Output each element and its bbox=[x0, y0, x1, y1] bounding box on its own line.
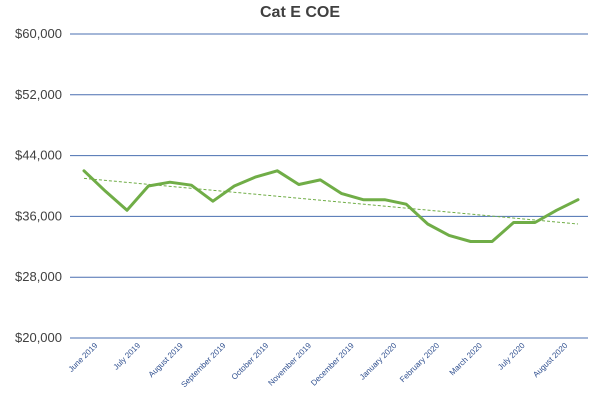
x-tick-label: August 2020 bbox=[531, 341, 570, 380]
y-tick-label: $44,000 bbox=[15, 148, 62, 163]
y-tick-label: $36,000 bbox=[15, 208, 62, 223]
y-tick-label: $28,000 bbox=[15, 269, 62, 284]
x-tick-label: January 2020 bbox=[358, 341, 399, 382]
y-tick-label: $52,000 bbox=[15, 87, 62, 102]
x-tick-label: June 2019 bbox=[67, 341, 100, 374]
x-tick-label: February 2020 bbox=[398, 341, 442, 385]
x-tick-label: July 2019 bbox=[112, 341, 143, 372]
x-tick-label: December 2019 bbox=[309, 341, 356, 388]
x-tick-label: October 2019 bbox=[230, 341, 271, 382]
x-tick-label: November 2019 bbox=[266, 341, 313, 388]
x-tick-label: March 2020 bbox=[448, 341, 485, 378]
x-tick-label: September 2019 bbox=[179, 341, 228, 390]
y-tick-label: $60,000 bbox=[15, 26, 62, 41]
trendline bbox=[83, 177, 579, 225]
y-tick-label: $20,000 bbox=[15, 330, 62, 345]
x-tick-label: August 2019 bbox=[147, 341, 186, 380]
x-tick-label: July 2020 bbox=[496, 341, 527, 372]
series-line bbox=[82, 169, 580, 243]
chart-title: Cat E COE bbox=[259, 4, 340, 21]
